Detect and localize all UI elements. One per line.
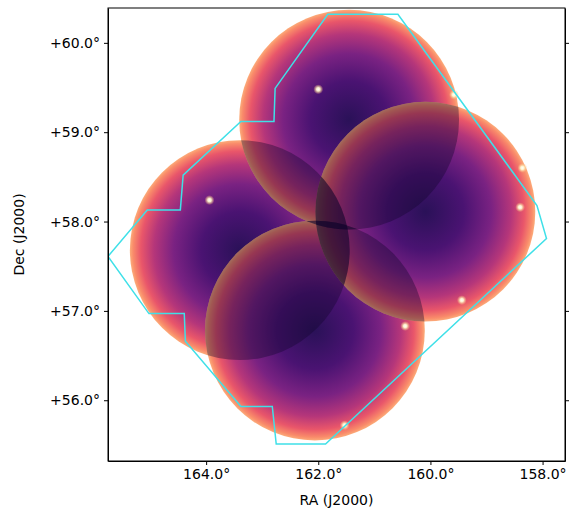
overlap-group — [315, 102, 535, 322]
plot-area — [108, 10, 546, 444]
y-tick: +56.0° — [50, 392, 108, 408]
x-axis-title: RA (J2000) — [300, 492, 374, 508]
y-tick-label: +58.0° — [50, 214, 100, 230]
field-overlap — [315, 102, 535, 322]
y-tick-mark — [104, 400, 108, 401]
y-axis-line — [108, 9, 109, 462]
source — [400, 321, 410, 331]
footprint — [108, 14, 546, 444]
source — [517, 163, 527, 173]
y-tick-mark — [104, 132, 108, 133]
field-overlap — [315, 102, 535, 322]
source — [204, 195, 214, 205]
field — [315, 102, 535, 322]
x-tick: 162.0° — [295, 461, 342, 482]
x-tick-mark — [206, 461, 207, 465]
y-tick: +58.0° — [50, 214, 108, 230]
y-tick-right — [565, 311, 569, 312]
y-tick-label: +59.0° — [50, 124, 100, 140]
y-tick-right — [565, 132, 569, 133]
y-tick: +57.0° — [50, 303, 108, 319]
y-tick-mark — [104, 311, 108, 312]
y-tick: +60.0° — [50, 35, 108, 51]
y-tick-label: +60.0° — [50, 35, 100, 51]
sky-map: 164.0° 162.0° 160.0° 158.0° +56.0° +57.0° +58.… — [0, 0, 575, 515]
y-tick-mark — [104, 222, 108, 223]
y-tick-mark-right — [565, 311, 569, 312]
x-tick-mark — [543, 461, 544, 465]
source — [313, 84, 323, 94]
x-tick-mark — [318, 461, 319, 465]
x-tick: 164.0° — [183, 461, 230, 482]
y-axis: +56.0° +57.0° +58.0° +59.0° +60.0° — [50, 9, 108, 462]
y-axis-title: Dec (J2000) — [11, 193, 27, 275]
y-tick-label: +56.0° — [50, 392, 100, 408]
x-tick: 160.0° — [407, 461, 454, 482]
x-tick-label: 164.0° — [183, 466, 230, 482]
y-axis-right — [565, 9, 569, 462]
field-overlap — [315, 102, 535, 322]
y-tick-mark — [104, 43, 108, 44]
y-tick-right — [565, 43, 569, 44]
y-tick-right — [565, 222, 569, 223]
y-tick-mark-right — [565, 400, 569, 401]
y-tick: +59.0° — [50, 124, 108, 140]
frame — [108, 8, 565, 461]
y-tick-label: +57.0° — [50, 303, 100, 319]
y-tick-mark-right — [565, 43, 569, 44]
y-tick-right — [565, 400, 569, 401]
y-tick-mark-right — [565, 222, 569, 223]
source — [457, 295, 467, 305]
overlap-group — [315, 102, 535, 322]
x-tick-label: 158.0° — [520, 466, 567, 482]
x-tick: 158.0° — [520, 461, 567, 482]
overlap-group — [315, 102, 535, 322]
y-axis-right-line — [565, 9, 566, 462]
x-tick-mark — [430, 461, 431, 465]
y-tick-mark-right — [565, 132, 569, 133]
source — [515, 202, 525, 212]
x-tick-label: 160.0° — [407, 466, 454, 482]
x-tick-label: 162.0° — [295, 466, 342, 482]
x-axis-line — [109, 461, 566, 462]
x-axis: 164.0° 162.0° 160.0° 158.0° — [109, 461, 567, 482]
